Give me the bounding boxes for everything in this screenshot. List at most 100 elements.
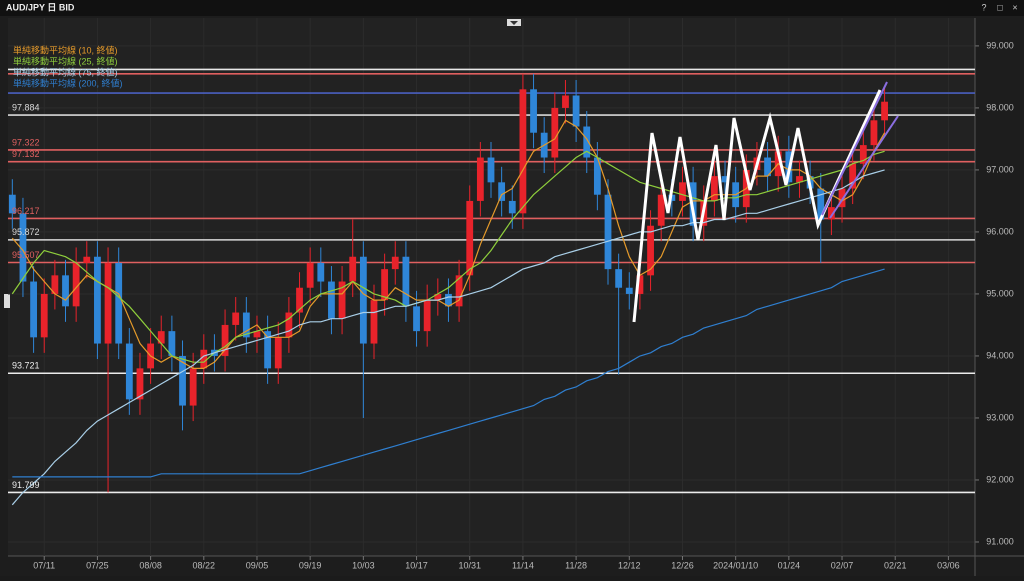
x-tick-label: 12/12 [618,560,641,570]
candle-body [487,157,495,183]
candle-body [838,188,846,208]
y-tick-label: 99.000 [986,40,1014,50]
x-tick-label: 01/24 [778,560,801,570]
window-title: AUD/JPY 日 BID [6,2,75,12]
price-level-label: 97.884 [12,102,40,112]
moving-average-line [11,150,885,363]
x-tick-label: 2024/01/10 [713,560,758,570]
candle-body [625,287,633,294]
candle-body [604,194,612,270]
legend-entry: 単純移動平均線 (10, 終値) [13,44,118,55]
candle-body [115,262,123,344]
legend-entry: 単純移動平均線 (25, 終値) [13,55,118,66]
candle-body [615,269,623,288]
moving-average-line [11,119,886,369]
candle-body [679,182,686,201]
candle-body [306,262,314,288]
legend-entry: 単純移動平均線 (75, 終値) [13,66,118,77]
candle-body [296,287,303,313]
candle-body [817,188,825,220]
candle-body [498,182,506,201]
candle-body [796,176,803,183]
candle-body [572,95,580,127]
candle-body [413,306,420,332]
x-tick-label: 08/08 [139,560,162,570]
candle-body [189,368,197,406]
candle-body [647,225,654,276]
candle-body [721,176,729,183]
x-tick-label: 02/21 [884,560,907,570]
price-level-label: 95.872 [12,227,40,237]
candle-body [242,312,250,338]
candle-body [30,281,37,338]
y-tick-label: 98.000 [986,102,1014,112]
candle-body [466,200,474,276]
x-tick-label: 09/19 [299,560,322,570]
x-tick-label: 02/07 [831,560,854,570]
x-tick-label: 10/31 [458,560,481,570]
candle-body [508,200,516,214]
candle-body [200,349,208,369]
candle-body [338,281,346,319]
candle-body [562,95,569,108]
channel-line [821,81,888,216]
x-tick-label: 10/17 [405,560,428,570]
price-axis-area [975,18,1024,576]
candle-body [72,262,80,307]
y-tick-label: 96.000 [986,226,1014,236]
candle-body [179,355,186,406]
candle-body [168,331,176,356]
x-tick-label: 11/14 [512,560,534,570]
candle-body [881,101,888,121]
y-tick-label: 94.000 [986,350,1014,360]
x-tick-label: 12/26 [671,560,694,570]
x-tick-label: 07/11 [33,560,55,570]
candle-body [104,262,112,344]
close-button[interactable]: × [1012,2,1017,12]
y-tick-label: 92.000 [986,474,1014,484]
price-level-label: 97.132 [12,149,40,159]
candle-body [136,368,144,400]
candle-body [593,157,601,195]
moving-average-line [11,169,885,506]
y-tick-label: 93.000 [986,412,1014,422]
candle-body [551,107,559,158]
candle-body [445,293,452,307]
candle-body [434,293,442,301]
candle-body [40,293,48,338]
candle-body [94,256,101,344]
candle-body [827,207,835,220]
candle-body [8,194,16,214]
drawings [632,81,899,323]
candle-body [125,343,133,400]
channel-line [829,115,899,219]
side-toggle[interactable] [4,294,10,308]
maximize-button[interactable]: □ [997,2,1003,12]
candle-body [859,145,867,164]
price-level-label: 95.507 [12,250,40,260]
x-tick-label: 11/28 [565,560,587,570]
x-tick-label: 10/03 [352,560,375,570]
x-tick-label: 03/06 [937,560,960,570]
candle-body [264,331,272,369]
candle-body [274,337,282,369]
candle-body [317,262,325,282]
x-tick-label: 08/22 [193,560,216,570]
price-level-label: 96.217 [12,206,40,216]
x-tick-label: 07/25 [86,560,109,570]
candle-body [657,194,665,226]
candle-body [381,269,389,301]
price-level-label: 91.799 [12,480,40,490]
candle-body [423,300,431,332]
help-button[interactable]: ? [981,2,986,12]
title-bar [0,0,1024,16]
candle-body [370,300,378,344]
price-level-label: 97.322 [12,137,40,147]
candle-body [51,275,59,294]
candle-body [253,331,261,338]
candle-body [19,213,27,282]
candle-body [83,256,91,263]
y-tick-label: 95.000 [986,288,1014,298]
legend-entry: 単純移動平均線 (200, 終値) [13,77,123,88]
